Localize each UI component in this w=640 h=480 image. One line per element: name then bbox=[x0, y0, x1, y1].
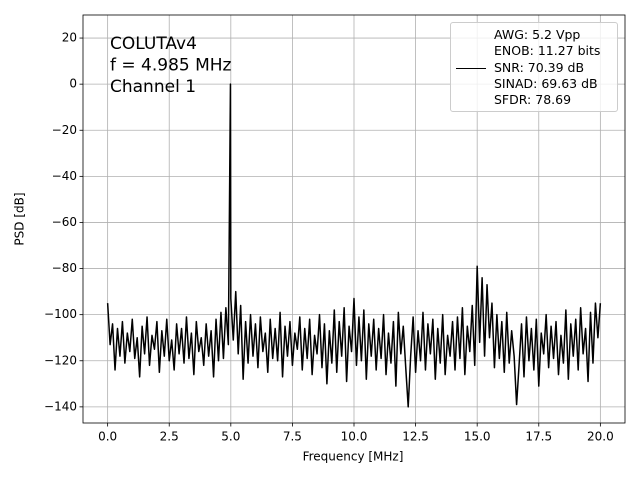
series-line bbox=[106, 83, 602, 408]
x-tick-label: 0.0 bbox=[98, 430, 117, 444]
legend-swatch bbox=[456, 68, 486, 69]
x-tick-label: 17.5 bbox=[525, 430, 552, 444]
plot-frame bbox=[82, 14, 626, 424]
y-tick-label: −20 bbox=[52, 123, 77, 137]
y-tick-label: −100 bbox=[44, 307, 77, 321]
y-tick-label: −120 bbox=[44, 353, 77, 367]
legend-label: AWG: 5.2 Vpp ENOB: 11.27 bits SNR: 70.39… bbox=[494, 27, 601, 108]
y-tick-label: 0 bbox=[69, 77, 77, 91]
x-tick-label: 20.0 bbox=[587, 430, 614, 444]
x-tick-label: 2.5 bbox=[160, 430, 179, 444]
x-tick-label: 10.0 bbox=[341, 430, 368, 444]
annotation: Channel 1 bbox=[110, 77, 196, 97]
y-axis-label: PSD [dB] bbox=[13, 192, 27, 245]
x-axis-label: Frequency [MHz] bbox=[303, 450, 404, 464]
legend: AWG: 5.2 Vpp ENOB: 11.27 bits SNR: 70.39… bbox=[450, 22, 618, 112]
y-tick-label: −80 bbox=[52, 261, 77, 275]
y-tick-label: −40 bbox=[52, 169, 77, 183]
x-tick-label: 12.5 bbox=[402, 430, 429, 444]
x-tick-label: 7.5 bbox=[283, 430, 302, 444]
y-tick-label: −60 bbox=[52, 215, 77, 229]
y-tick-label: 20 bbox=[62, 31, 77, 45]
x-tick-label: 5.0 bbox=[221, 430, 240, 444]
x-tick-label: 15.0 bbox=[464, 430, 491, 444]
y-tick-label: −140 bbox=[44, 399, 77, 413]
annotation: f = 4.985 MHz bbox=[110, 56, 232, 76]
annotation: COLUTAv4 bbox=[110, 34, 197, 54]
